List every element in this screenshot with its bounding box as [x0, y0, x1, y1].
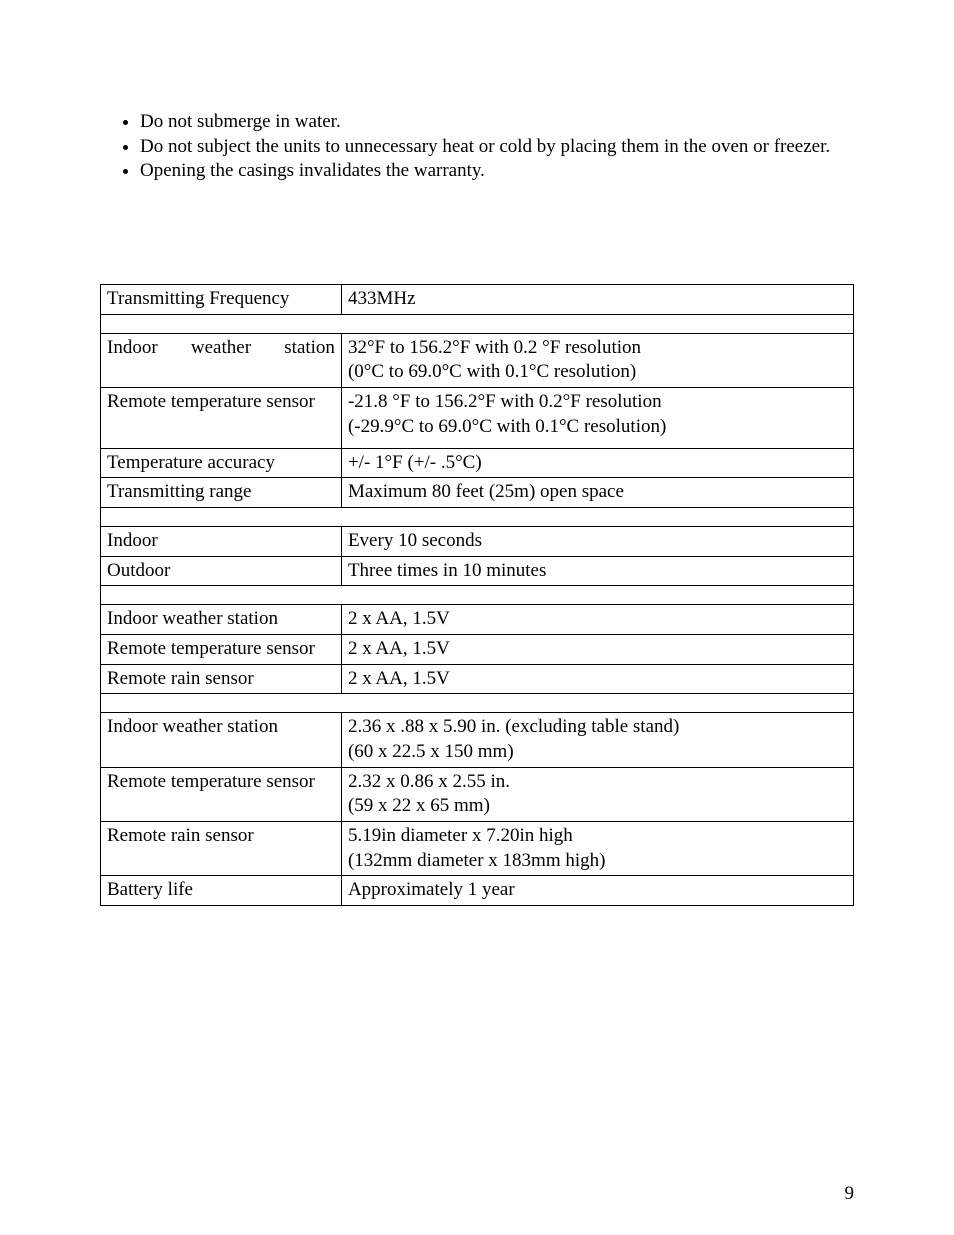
label-cell: Indoor weather station [101, 713, 342, 767]
label-cell: Outdoor [101, 556, 342, 586]
table-row: Transmitting Frequency433MHz [101, 285, 854, 315]
table-row: Indoor weather station2.36 x .88 x 5.90 … [101, 713, 854, 767]
value-cell: 2.32 x 0.86 x 2.55 in.(59 x 22 x 65 mm) [341, 767, 853, 821]
table-row: Remote temperature sensor2.32 x 0.86 x 2… [101, 767, 854, 821]
value-cell: 2 x AA, 1.5V [341, 605, 853, 635]
table-row: OutdoorThree times in 10 minutes [101, 556, 854, 586]
value-cell: 32°F to 156.2°F with 0.2 °F resolution(0… [341, 333, 853, 387]
table-row: Remote temperature sensor-21.8 °F to 156… [101, 388, 854, 448]
table-row: Temperature accuracy+/- 1°F (+/- .5°C) [101, 448, 854, 478]
table-row: Battery lifeApproximately 1 year [101, 876, 854, 906]
value-cell: Every 10 seconds [341, 526, 853, 556]
table-row: Remote rain sensor2 x AA, 1.5V [101, 664, 854, 694]
value-cell: +/- 1°F (+/- .5°C) [341, 448, 853, 478]
table-row [101, 314, 854, 333]
table-row [101, 507, 854, 526]
label-cell: Transmitting Frequency [101, 285, 342, 315]
value-cell: 2 x AA, 1.5V [341, 634, 853, 664]
label-cell: Remote rain sensor [101, 822, 342, 876]
value-cell: 433MHz [341, 285, 853, 315]
value-cell: 2.36 x .88 x 5.90 in. (excluding table s… [341, 713, 853, 767]
table-row: IndoorEvery 10 seconds [101, 526, 854, 556]
table-row [101, 694, 854, 713]
table-row [101, 586, 854, 605]
bullet-list: Do not submerge in water. Do not subject… [112, 110, 854, 184]
table-row: Indoorweatherstation32°F to 156.2°F with… [101, 333, 854, 387]
value-cell: -21.8 °F to 156.2°F with 0.2°F resolutio… [341, 388, 853, 448]
spacer-cell [101, 694, 854, 713]
table-row: Transmitting rangeMaximum 80 feet (25m) … [101, 478, 854, 508]
table-row: Remote temperature sensor2 x AA, 1.5V [101, 634, 854, 664]
label-cell: Remote temperature sensor [101, 634, 342, 664]
spacer-cell [101, 314, 854, 333]
list-item: Do not submerge in water. [140, 110, 854, 135]
page-number: 9 [845, 1182, 855, 1207]
document-page: Do not submerge in water. Do not subject… [0, 0, 954, 1235]
label-cell: Remote temperature sensor [101, 767, 342, 821]
label-cell: Transmitting range [101, 478, 342, 508]
label-cell: Indoorweatherstation [101, 333, 342, 387]
table-row: Indoor weather station2 x AA, 1.5V [101, 605, 854, 635]
spacer-cell [101, 586, 854, 605]
value-cell: Approximately 1 year [341, 876, 853, 906]
value-cell: Maximum 80 feet (25m) open space [341, 478, 853, 508]
value-cell: 2 x AA, 1.5V [341, 664, 853, 694]
value-cell: 5.19in diameter x 7.20in high(132mm diam… [341, 822, 853, 876]
list-item: Opening the casings invalidates the warr… [140, 159, 854, 184]
label-cell: Indoor weather station [101, 605, 342, 635]
value-cell: Three times in 10 minutes [341, 556, 853, 586]
table-row: Remote rain sensor5.19in diameter x 7.20… [101, 822, 854, 876]
label-cell: Temperature accuracy [101, 448, 342, 478]
specifications-table: Transmitting Frequency433MHz Indoorweathe… [100, 284, 854, 906]
label-cell: Remote rain sensor [101, 664, 342, 694]
label-cell: Indoor [101, 526, 342, 556]
label-cell: Battery life [101, 876, 342, 906]
label-cell: Remote temperature sensor [101, 388, 342, 448]
spacer-cell [101, 507, 854, 526]
list-item: Do not subject the units to unnecessary … [140, 135, 854, 160]
